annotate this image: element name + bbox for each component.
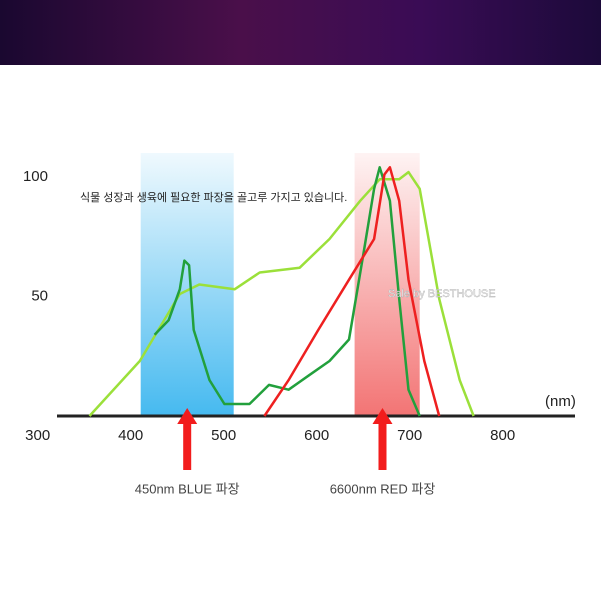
- x-axis-label: (nm): [545, 393, 576, 410]
- x-tick-label: 500: [211, 427, 236, 444]
- arrow-label: 6600nm RED 파장: [330, 481, 436, 496]
- x-tick-label: 300: [25, 427, 50, 444]
- banner-image: [0, 0, 601, 65]
- arrow-label: 450nm BLUE 파장: [135, 481, 240, 496]
- y-tick-label: 100: [23, 168, 48, 185]
- x-tick-label: 800: [490, 427, 515, 444]
- arrow: [372, 408, 393, 470]
- spectrum-line: [263, 166, 441, 417]
- spectrum-line: [88, 170, 475, 417]
- x-tick-label: 700: [397, 427, 422, 444]
- spectrum-line: [153, 166, 421, 417]
- watermark: Sale by BESTHOUSE: [388, 288, 496, 300]
- highlight-band: [140, 153, 234, 416]
- x-tick-label: 400: [118, 427, 143, 444]
- plot: [57, 166, 575, 418]
- x-tick-label: 600: [304, 427, 329, 444]
- arrow: [177, 408, 198, 470]
- annotation: 식물 성장과 생육에 필요한 파장을 골고루 가지고 있습니다.: [80, 191, 347, 204]
- y-tick-label: 50: [31, 287, 48, 304]
